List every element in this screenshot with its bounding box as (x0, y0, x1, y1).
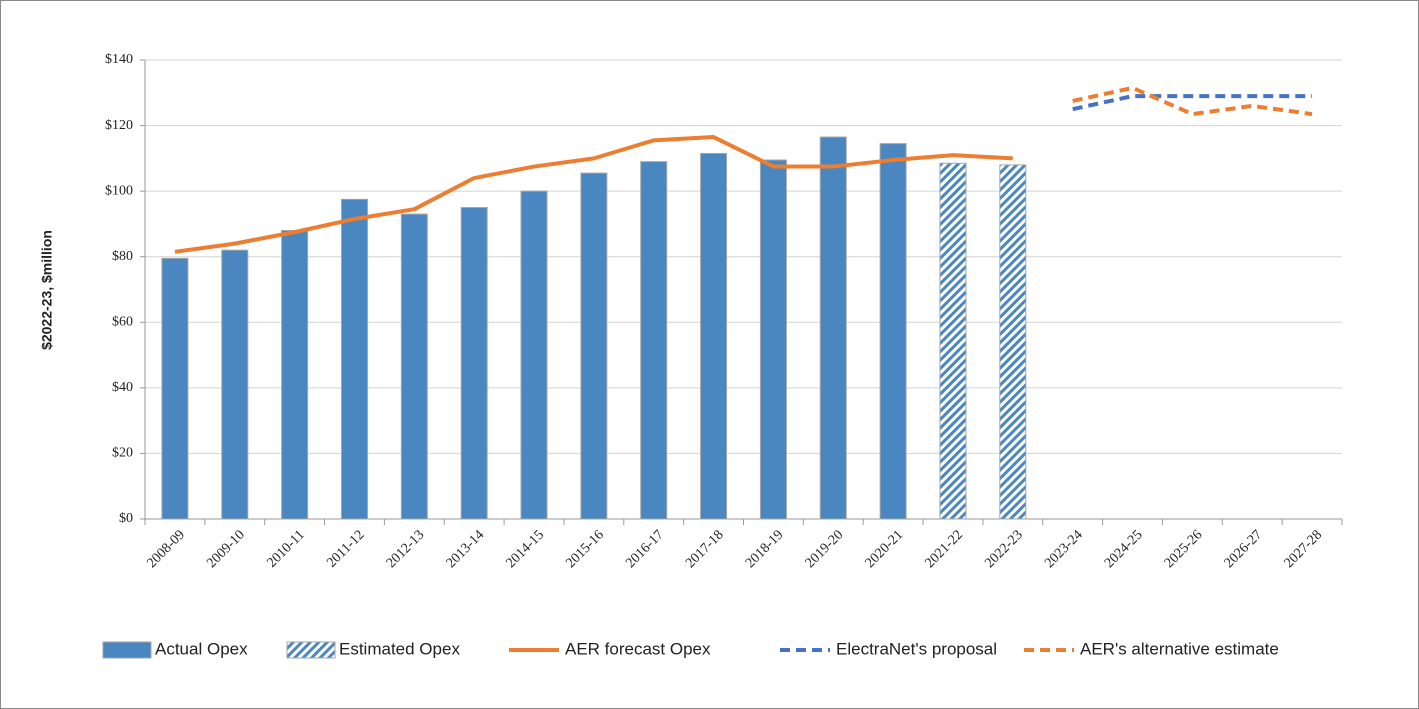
bar (700, 152, 728, 520)
y-tick-label: $140 (105, 52, 133, 67)
y-tick-label: $80 (112, 249, 133, 264)
line (1072, 85, 1313, 117)
y-axis-label: $2022-23, $million (39, 230, 55, 350)
legend-label: AER's alternative estimate (1080, 639, 1279, 658)
bar (879, 143, 907, 520)
y-tick-label: $0 (119, 511, 133, 526)
bar (340, 198, 368, 520)
y-tick-label: $100 (105, 183, 133, 198)
line (174, 135, 1013, 254)
bar (819, 136, 847, 520)
bar (281, 229, 309, 520)
y-tick-label: $120 (105, 118, 133, 133)
bar (460, 207, 488, 520)
y-tick-label: $40 (112, 380, 133, 395)
legend-label: Actual Opex (155, 639, 248, 658)
bar (999, 164, 1027, 520)
bar (759, 159, 787, 520)
legend-label: ElectraNet's proposal (836, 639, 997, 658)
bar (520, 190, 548, 520)
bar (580, 172, 608, 520)
bar (939, 162, 967, 520)
legend-label: AER forecast Opex (565, 639, 711, 658)
bar (221, 249, 249, 520)
legend-swatch (286, 641, 336, 659)
y-tick-label: $60 (112, 315, 133, 330)
y-tick-label: $20 (112, 446, 133, 461)
bar (640, 161, 668, 520)
line (1072, 94, 1313, 112)
bar (400, 213, 428, 520)
bar (161, 257, 189, 520)
legend-label: Estimated Opex (339, 639, 460, 658)
legend-swatch (102, 641, 152, 659)
